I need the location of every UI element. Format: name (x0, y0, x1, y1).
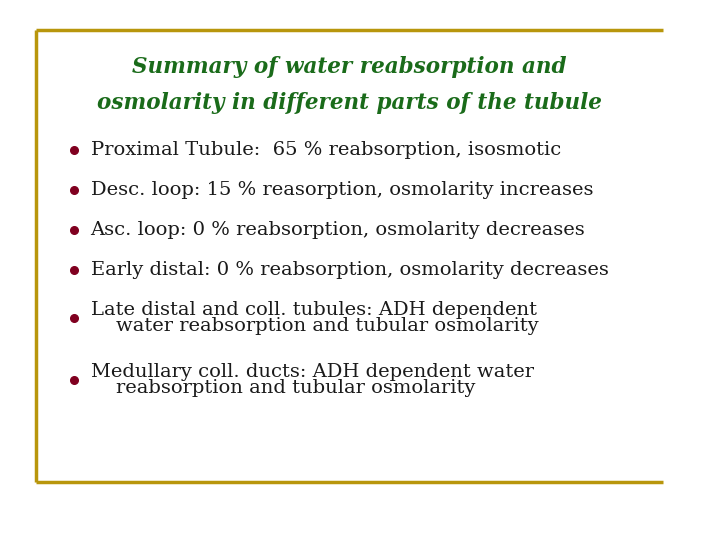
Text: Desc. loop: 15 % reasorption, osmolarity increases: Desc. loop: 15 % reasorption, osmolarity… (91, 181, 593, 199)
Text: Proximal Tubule:  65 % reabsorption, isosmotic: Proximal Tubule: 65 % reabsorption, isos… (91, 141, 561, 159)
Text: Asc. loop: 0 % reabsorption, osmolarity decreases: Asc. loop: 0 % reabsorption, osmolarity … (91, 221, 585, 239)
Text: Medullary coll. ducts: ADH dependent water: Medullary coll. ducts: ADH dependent wat… (91, 363, 534, 381)
Text: osmolarity in different parts of the tubule: osmolarity in different parts of the tub… (97, 92, 602, 114)
Text: Early distal: 0 % reabsorption, osmolarity decreases: Early distal: 0 % reabsorption, osmolari… (91, 261, 608, 279)
Text: reabsorption and tubular osmolarity: reabsorption and tubular osmolarity (91, 379, 475, 397)
Text: Summary of water reabsorption and: Summary of water reabsorption and (132, 56, 567, 78)
Text: Late distal and coll. tubules: ADH dependent: Late distal and coll. tubules: ADH depen… (91, 301, 536, 319)
Text: water reabsorption and tubular osmolarity: water reabsorption and tubular osmolarit… (91, 317, 539, 335)
